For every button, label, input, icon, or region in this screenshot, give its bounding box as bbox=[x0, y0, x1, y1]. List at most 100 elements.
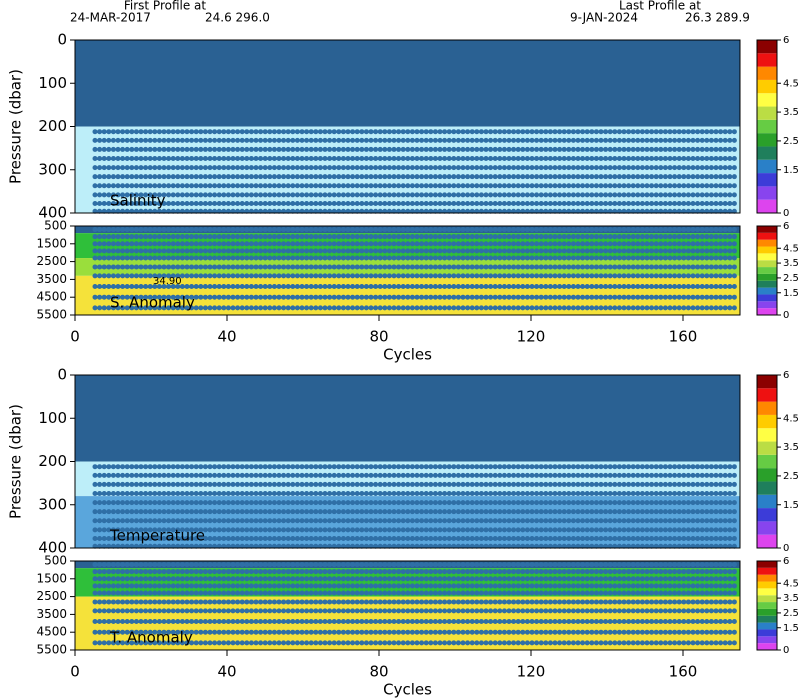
y-tick-label: 5500 bbox=[36, 643, 67, 657]
colorbar-swatch bbox=[757, 260, 777, 268]
colorbar-swatch bbox=[757, 629, 777, 637]
colorbar-frame bbox=[756, 225, 778, 316]
panel-label: S. Anomaly bbox=[110, 294, 195, 312]
y-tick-label: 0 bbox=[57, 366, 67, 384]
last-label: Last Profile at bbox=[619, 0, 701, 13]
colorbar-swatch bbox=[757, 602, 777, 609]
colorbar-swatch bbox=[757, 133, 777, 147]
x-tick-label: 40 bbox=[217, 328, 236, 346]
colorbar-swatch bbox=[757, 534, 777, 548]
y-tick-label: 1500 bbox=[36, 236, 67, 250]
band bbox=[75, 375, 740, 462]
colorbar-label: 2.5 bbox=[783, 136, 799, 147]
y-tick-label: 400 bbox=[38, 539, 67, 557]
colorbar-swatch bbox=[757, 226, 777, 233]
y-tick-label: 400 bbox=[38, 204, 67, 222]
colorbar-swatch bbox=[757, 481, 777, 495]
panel-label: Temperature bbox=[109, 527, 205, 545]
colorbar-swatch bbox=[757, 454, 777, 469]
y-tick-label: 2500 bbox=[36, 254, 67, 268]
colorbar-swatch bbox=[757, 173, 777, 187]
colorbar-label: 3.5 bbox=[783, 593, 799, 604]
colorbar-swatch bbox=[757, 253, 777, 261]
x-tick-label: 0 bbox=[70, 663, 80, 681]
plot-frame bbox=[74, 560, 741, 651]
colorbar-swatch bbox=[757, 643, 777, 650]
colorbar-swatch bbox=[757, 308, 777, 315]
colorbar-swatch bbox=[757, 239, 777, 247]
y-tick-label: 1500 bbox=[36, 571, 67, 585]
panel-label: Salinity bbox=[110, 192, 166, 210]
first-date: 24-MAR-2017 bbox=[70, 11, 151, 25]
colorbar-swatch bbox=[757, 521, 777, 535]
colorbar-label: 4.5 bbox=[783, 578, 799, 589]
y-axis-label: Pressure (dbar) bbox=[7, 69, 25, 184]
y-tick-label: 500 bbox=[44, 554, 67, 568]
colorbar-frame bbox=[756, 39, 778, 214]
colorbar-label: 0 bbox=[783, 208, 789, 219]
colorbar-label: 1.5 bbox=[783, 288, 799, 299]
colorbar-label: 3.5 bbox=[783, 107, 799, 118]
colorbar-label: 4.5 bbox=[783, 243, 799, 254]
colorbar-swatch bbox=[757, 608, 777, 616]
last-pos: 26.3 289.9 bbox=[685, 11, 750, 25]
colorbar-label: 6 bbox=[783, 370, 789, 381]
colorbar-label: 0 bbox=[783, 645, 789, 656]
colorbar-swatch bbox=[757, 441, 777, 455]
x-tick-label: 40 bbox=[217, 663, 236, 681]
colorbar-swatch bbox=[757, 581, 777, 589]
colorbar-swatch bbox=[757, 636, 777, 644]
colorbar-label: 0 bbox=[783, 310, 789, 321]
x-tick-label: 80 bbox=[369, 663, 388, 681]
y-tick-label: 100 bbox=[38, 74, 67, 92]
colorbar-swatch bbox=[757, 428, 777, 442]
x-tick-label: 0 bbox=[70, 328, 80, 346]
colorbar-swatch bbox=[757, 301, 777, 309]
colorbar-swatch bbox=[757, 53, 777, 67]
plot-frame bbox=[74, 225, 741, 316]
y-tick-label: 4500 bbox=[36, 290, 67, 304]
y-tick-label: 200 bbox=[38, 452, 67, 470]
colorbar-swatch bbox=[757, 119, 777, 134]
y-tick-label: 500 bbox=[44, 219, 67, 233]
y-tick-label: 5500 bbox=[36, 308, 67, 322]
colorbar-swatch bbox=[757, 494, 777, 509]
colorbar-label: 4.5 bbox=[783, 78, 799, 89]
colorbar-swatch bbox=[757, 273, 777, 281]
y-tick-label: 0 bbox=[57, 31, 67, 49]
colorbar-label: 4.5 bbox=[783, 413, 799, 424]
x-axis-label: Cycles bbox=[383, 346, 432, 364]
colorbar-swatch bbox=[757, 375, 777, 389]
colorbar-swatch bbox=[757, 595, 777, 603]
x-axis-label: Cycles bbox=[383, 681, 432, 699]
band bbox=[75, 40, 740, 127]
colorbar-swatch bbox=[757, 567, 777, 575]
first-label: First Profile at bbox=[124, 0, 207, 13]
x-tick-label: 120 bbox=[517, 663, 546, 681]
y-tick-label: 2500 bbox=[36, 589, 67, 603]
colorbar-swatch bbox=[757, 246, 777, 254]
colorbar-swatch bbox=[757, 622, 777, 630]
last-date: 9-JAN-2024 bbox=[570, 11, 638, 25]
colorbar-label: 6 bbox=[783, 221, 789, 232]
colorbar-swatch bbox=[757, 414, 777, 429]
x-tick-label: 160 bbox=[669, 328, 698, 346]
y-tick-label: 100 bbox=[38, 409, 67, 427]
colorbar-swatch bbox=[757, 93, 777, 107]
colorbar-swatch bbox=[757, 66, 777, 80]
colorbar-swatch bbox=[757, 574, 777, 582]
colorbar-label: 1.5 bbox=[783, 623, 799, 634]
contour-label: 34.90 bbox=[153, 276, 182, 287]
x-tick-label: 120 bbox=[517, 328, 546, 346]
colorbar-label: 2.5 bbox=[783, 608, 799, 619]
colorbar-swatch bbox=[757, 232, 777, 240]
colorbar-swatch bbox=[757, 468, 777, 482]
colorbar-swatch bbox=[757, 294, 777, 302]
colorbar-swatch bbox=[757, 159, 777, 174]
colorbar-swatch bbox=[757, 401, 777, 415]
colorbar-label: 1.5 bbox=[783, 165, 799, 176]
colorbar-swatch bbox=[757, 199, 777, 213]
colorbar-swatch bbox=[757, 615, 777, 623]
colorbar-label: 2.5 bbox=[783, 471, 799, 482]
